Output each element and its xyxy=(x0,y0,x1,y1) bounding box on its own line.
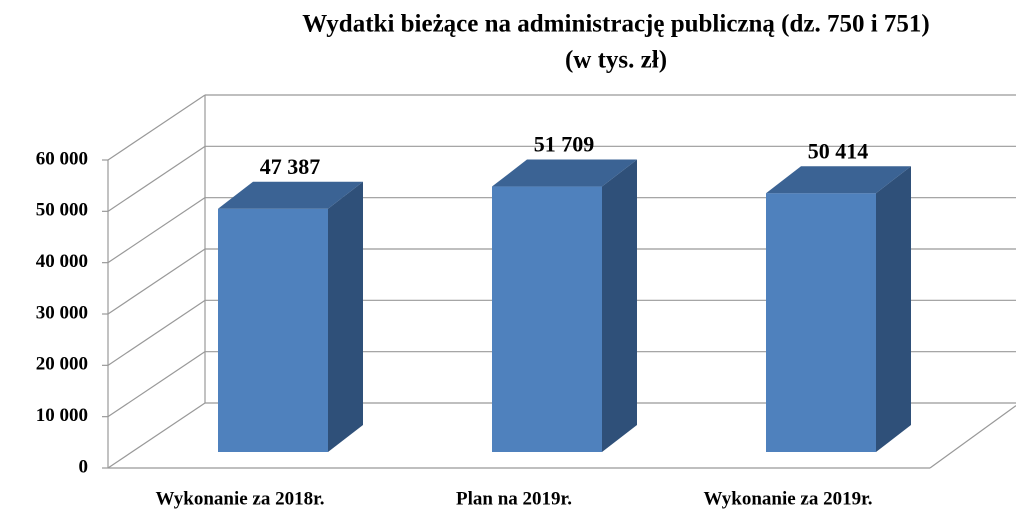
grid-line xyxy=(107,351,206,418)
grid-line xyxy=(107,402,206,469)
x-tick-label: Wykonanie za 2018r. xyxy=(155,488,324,509)
bar xyxy=(766,193,876,452)
y-tick-label: 30 000 xyxy=(36,302,88,323)
y-tick-label: 40 000 xyxy=(36,251,88,272)
value-label: 51 709 xyxy=(534,132,595,157)
floor-edge xyxy=(929,405,1016,469)
bar-top xyxy=(492,159,637,187)
y-tick-label: 60 000 xyxy=(36,148,88,169)
y-tick-label: 10 000 xyxy=(36,405,88,426)
chart-title: Wydatki bieżące na administrację publicz… xyxy=(302,11,930,38)
x-tick-label: Wykonanie za 2019r. xyxy=(703,488,872,509)
y-tick-label: 50 000 xyxy=(36,200,88,221)
grid-line xyxy=(107,299,206,366)
chart-subtitle: (w tys. zł) xyxy=(565,47,667,74)
bar xyxy=(492,186,602,452)
bar-top xyxy=(766,166,911,194)
grid-line xyxy=(107,248,206,315)
value-label: 47 387 xyxy=(260,154,321,179)
bar-side xyxy=(328,181,363,452)
bar-top xyxy=(218,181,363,209)
bar-side xyxy=(876,166,911,452)
bar-side xyxy=(602,159,637,452)
value-label: 50 414 xyxy=(808,138,869,163)
y-tick-label: 20 000 xyxy=(36,354,88,375)
grid-line xyxy=(107,94,206,161)
grid-line xyxy=(107,145,206,212)
y-tick-label: 0 xyxy=(79,456,89,477)
grid-line xyxy=(107,197,206,264)
bar xyxy=(218,208,328,452)
x-tick-label: Plan na 2019r. xyxy=(456,488,572,509)
